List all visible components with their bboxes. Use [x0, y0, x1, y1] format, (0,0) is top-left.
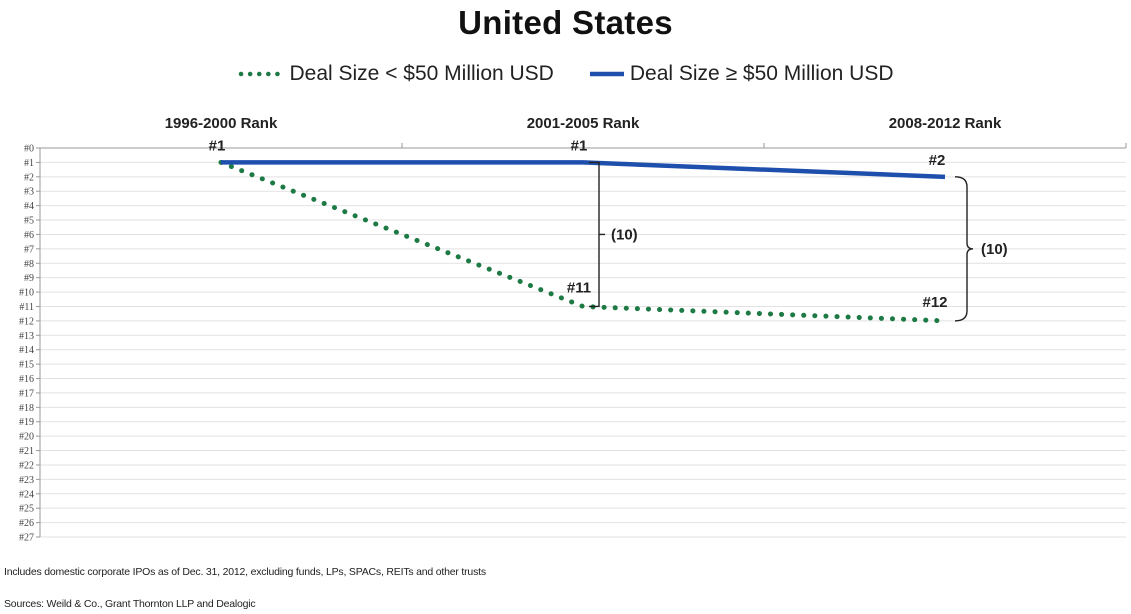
y-tick-label: #11 — [19, 302, 34, 313]
y-tick-label: #18 — [19, 403, 34, 414]
data-label: #1 — [209, 137, 226, 154]
y-tick-label: #22 — [19, 460, 34, 471]
y-tick-label: #7 — [24, 244, 34, 255]
y-tick-label: #4 — [24, 201, 34, 212]
y-tick-label: #21 — [19, 446, 34, 457]
legend: Deal Size < $50 Million USD Deal Size ≥ … — [0, 62, 1131, 86]
y-tick-label: #20 — [19, 432, 34, 443]
gap-label: (10) — [611, 226, 638, 243]
legend-label-large-deals: Deal Size ≥ $50 Million USD — [629, 62, 894, 85]
y-tick-label: #15 — [19, 360, 34, 371]
data-label: #11 — [567, 279, 591, 296]
y-tick-label: #12 — [19, 316, 34, 327]
x-category-label: 2001-2005 Rank — [527, 115, 640, 132]
series-line-1 — [221, 160, 946, 180]
y-tick-label: #26 — [19, 518, 34, 529]
y-tick-label: #23 — [19, 475, 34, 486]
y-tick-label: #17 — [19, 388, 34, 399]
y-tick-label: #0 — [24, 144, 34, 155]
y-tick-label: #19 — [19, 417, 34, 428]
y-tick-label: #16 — [19, 374, 34, 385]
y-tick-label: #9 — [24, 273, 34, 284]
y-tick-label: #10 — [19, 288, 34, 299]
legend-item-small-deals: Deal Size < $50 Million USD — [237, 62, 554, 86]
y-tick-label: #13 — [19, 331, 34, 342]
y-tick-label: #8 — [24, 259, 34, 270]
y-tick-label: #6 — [24, 230, 34, 241]
y-tick-label: #3 — [24, 187, 34, 198]
y-tick-label: #25 — [19, 504, 34, 515]
y-tick-label: #27 — [19, 533, 34, 544]
series-line-0 — [218, 159, 948, 324]
x-category-label: 2008-2012 Rank — [889, 115, 1002, 132]
x-category-label: 1996-2000 Rank — [165, 115, 278, 132]
y-tick-label: #5 — [24, 216, 34, 227]
gap-brace — [954, 176, 974, 322]
legend-item-large-deals: Deal Size ≥ $50 Million USD — [589, 62, 894, 86]
data-label: #1 — [571, 137, 588, 154]
footnote-sources: Sources: Weild & Co., Grant Thornton LLP… — [4, 598, 256, 610]
footnote-scope: Includes domestic corporate IPOs as of D… — [4, 566, 486, 578]
legend-label-small-deals: Deal Size < $50 Million USD — [289, 62, 554, 85]
legend-swatch-dotted — [239, 71, 282, 77]
data-label: #2 — [929, 152, 946, 169]
chart-title: United States — [458, 4, 673, 41]
chart-plot: #0 #1 #2 #3 #4 #5 #6 #7 #8 #9 #10 #11 #12 #13 #14 #15 #1… — [19, 115, 1127, 544]
y-tick-label: #14 — [19, 345, 34, 356]
gap-label: (10) — [981, 241, 1008, 258]
y-tick-label: #24 — [19, 489, 34, 500]
y-tick-label: #2 — [24, 172, 34, 183]
legend-swatch-solid — [589, 71, 624, 77]
y-tick-label: #1 — [24, 158, 34, 169]
data-label: #12 — [922, 294, 947, 311]
